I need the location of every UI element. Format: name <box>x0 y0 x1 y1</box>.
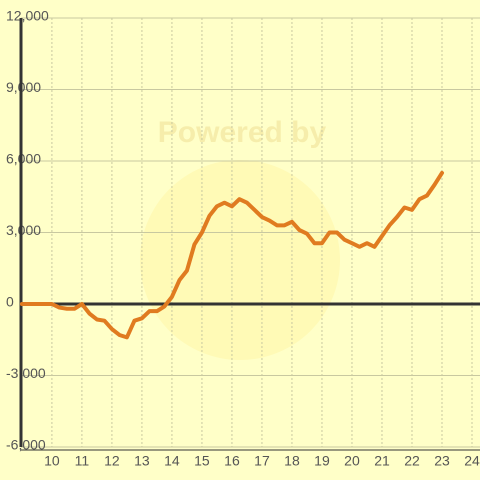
x-tick-label: 23 <box>434 453 450 469</box>
y-tick-label: 3,000 <box>6 222 41 238</box>
y-tick-label: -3,000 <box>6 365 46 381</box>
watermark: Powered by <box>158 116 327 149</box>
data-line <box>19 170 444 340</box>
x-tick-label: 16 <box>224 453 240 469</box>
x-tick-label: 17 <box>254 453 270 469</box>
x-tick-label: 14 <box>164 453 180 469</box>
y-tick-label: 6,000 <box>6 151 41 167</box>
x-tick-label: 21 <box>374 453 390 469</box>
x-tick-label: 22 <box>404 453 420 469</box>
x-tick-label: 24 <box>464 453 480 469</box>
x-tick-label: 10 <box>44 453 60 469</box>
x-tick-label: 13 <box>134 453 150 469</box>
x-tick-label: 19 <box>314 453 330 469</box>
y-tick-label: 12,000 <box>6 8 49 24</box>
x-tick-label: 15 <box>194 453 210 469</box>
y-tick-label: 9,000 <box>6 79 41 95</box>
x-tick-label: 20 <box>344 453 360 469</box>
watermark-logo <box>140 160 340 360</box>
y-tick-label: -6,000 <box>6 437 46 453</box>
x-tick-label: 11 <box>75 453 90 469</box>
y-tick-label: 0 <box>6 294 14 310</box>
x-tick-label: 12 <box>104 453 120 469</box>
x-tick-label: 18 <box>284 453 300 469</box>
